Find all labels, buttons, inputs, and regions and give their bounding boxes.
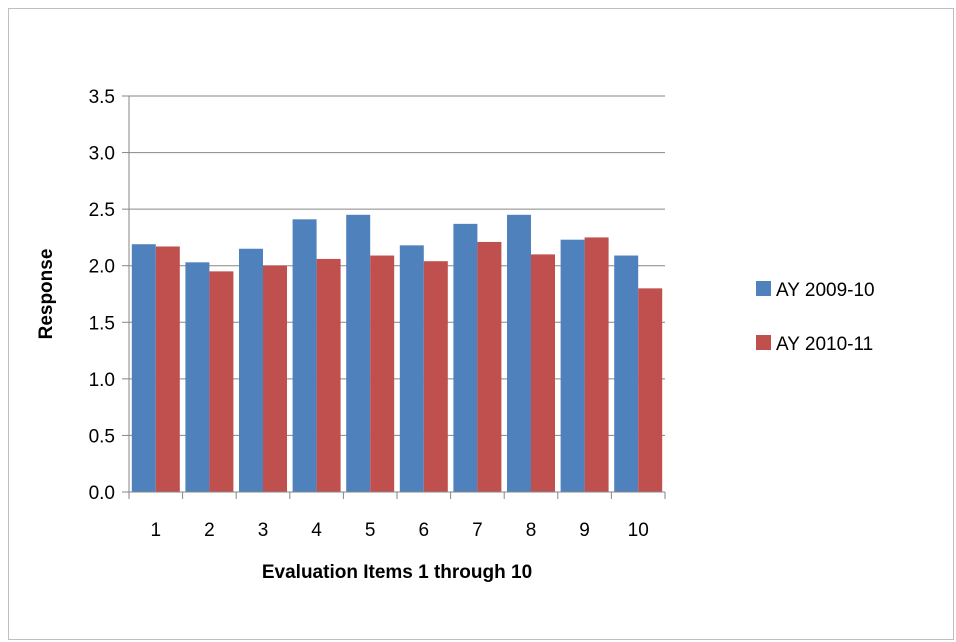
y-tick-label: 2.0 — [89, 257, 115, 278]
bar — [477, 241, 502, 492]
legend-label: AY 2009-10 — [776, 280, 875, 301]
bar — [185, 262, 210, 492]
legend: AY 2009-10 AY 2010-11 — [756, 280, 875, 355]
x-tick-label: 3 — [258, 520, 269, 541]
y-tick-label: 3.0 — [89, 144, 115, 165]
bar — [531, 254, 555, 492]
x-tick-label: 8 — [526, 520, 537, 541]
y-tick-label: 3.5 — [89, 87, 115, 108]
bar — [292, 219, 317, 492]
y-tick-label: 1.5 — [89, 313, 115, 334]
x-tick-label: 9 — [579, 520, 590, 541]
y-axis-title: Response — [36, 249, 57, 340]
bar — [584, 237, 609, 492]
bar — [209, 271, 234, 492]
y-tick-label: 2.5 — [89, 200, 115, 221]
bar — [399, 245, 424, 492]
bar — [638, 288, 663, 492]
bars — [131, 214, 663, 493]
legend-swatch — [756, 281, 771, 296]
x-tick-label: 5 — [365, 520, 376, 541]
x-tick-label: 2 — [204, 520, 215, 541]
legend-swatch — [756, 335, 771, 350]
bar — [370, 255, 395, 492]
x-tick-label: 6 — [419, 520, 430, 541]
x-tick-label: 10 — [628, 520, 649, 541]
bar — [614, 255, 639, 492]
bar — [316, 258, 341, 492]
bar — [453, 223, 478, 492]
bar — [131, 244, 156, 492]
bar — [346, 214, 371, 493]
y-tick-label: 0.0 — [89, 483, 115, 504]
y-tick-label: 1.0 — [89, 370, 115, 391]
legend-label: AY 2010-11 — [776, 334, 873, 355]
x-tick-label: 1 — [151, 520, 162, 541]
bar — [263, 265, 287, 492]
y-tick-label: 0.5 — [89, 426, 115, 447]
x-axis-title: Evaluation Items 1 through 10 — [262, 562, 532, 583]
bar — [239, 248, 263, 492]
bar — [507, 214, 531, 493]
x-tick-label: 7 — [472, 520, 483, 541]
bar — [423, 261, 448, 492]
axes: 0.0 0.5 1.0 1.5 2.0 2.5 3.0 3.5 1 2 3 4 5 6 7 8 9 10 — [89, 87, 666, 541]
bar — [560, 239, 585, 492]
bar — [155, 246, 180, 492]
x-tick-label: 4 — [311, 520, 322, 541]
